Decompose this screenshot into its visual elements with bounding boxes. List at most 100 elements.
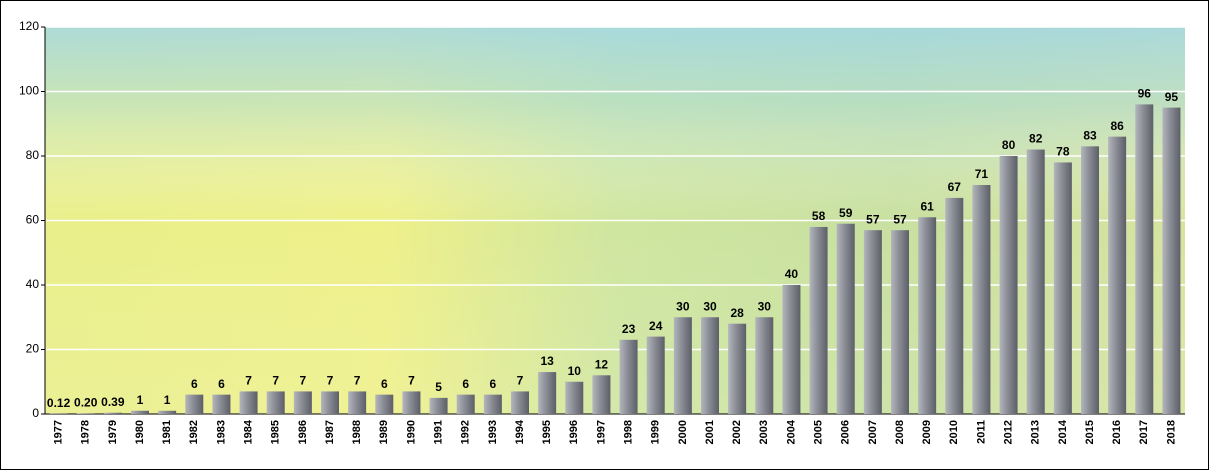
value-label: 7: [300, 374, 307, 388]
value-label: 6: [191, 377, 198, 391]
value-label: 6: [462, 377, 469, 391]
x-tick-label: 1999: [650, 420, 662, 444]
bar: [837, 224, 855, 414]
x-tick-label: 2011: [975, 420, 987, 444]
bar: [755, 317, 773, 414]
bar: [484, 395, 502, 414]
value-label: 57: [866, 212, 880, 226]
x-tick-label: 1992: [460, 420, 472, 444]
value-label: 58: [812, 209, 826, 223]
x-tick-label: 2004: [785, 419, 797, 444]
x-tick-label: 2002: [731, 420, 743, 444]
value-label: 7: [517, 374, 524, 388]
x-tick-label: 2008: [894, 420, 906, 444]
value-label: 1: [164, 393, 171, 407]
x-tick-label: 1979: [107, 420, 119, 444]
bar: [77, 413, 95, 414]
bar: [185, 395, 203, 414]
x-tick-label: 1986: [297, 420, 309, 444]
value-label: 28: [730, 306, 744, 320]
bar: [1000, 156, 1018, 414]
value-label: 95: [1165, 90, 1179, 104]
x-tick-label: 1994: [514, 419, 526, 444]
bar: [240, 391, 258, 414]
x-tick-label: 2000: [677, 420, 689, 444]
bar: [1162, 108, 1180, 414]
x-tick-label: 2017: [1138, 420, 1150, 444]
value-label: 30: [703, 299, 717, 313]
bar: [1027, 150, 1045, 414]
value-label: 12: [595, 357, 609, 371]
x-tick-label: 1998: [622, 420, 634, 444]
bar: [565, 382, 583, 414]
bar: [701, 317, 719, 414]
bar: [674, 317, 692, 414]
x-tick-label: 1982: [188, 420, 200, 444]
bar: [430, 398, 448, 414]
value-label: 86: [1110, 119, 1124, 133]
x-tick-label: 2013: [1030, 420, 1042, 444]
value-label: 67: [948, 180, 962, 194]
value-label: 71: [975, 167, 989, 181]
bar: [267, 391, 285, 414]
value-label: 7: [245, 374, 252, 388]
bar: [294, 391, 312, 414]
value-label: 6: [381, 377, 388, 391]
bar: [945, 198, 963, 414]
bar: [1054, 162, 1072, 414]
x-tick-label: 2007: [867, 420, 879, 444]
x-tick-label: 2015: [1084, 420, 1096, 444]
value-label: 59: [839, 206, 853, 220]
x-tick-label: 1995: [541, 420, 553, 444]
x-tick-label: 2018: [1165, 420, 1177, 444]
value-label: 7: [408, 374, 415, 388]
y-tick-label: 20: [26, 342, 40, 356]
value-label: 7: [327, 374, 334, 388]
y-tick-label: 0: [32, 406, 39, 420]
x-tick-label: 2001: [704, 420, 716, 444]
value-label: 7: [272, 374, 279, 388]
bar: [158, 411, 176, 414]
value-label: 6: [490, 377, 497, 391]
x-tick-label: 1987: [324, 420, 336, 444]
bar: [728, 324, 746, 414]
value-label: 7: [354, 374, 361, 388]
x-tick-label: 2014: [1057, 419, 1069, 444]
x-tick-label: 1990: [405, 420, 417, 444]
bar: [511, 391, 529, 414]
x-tick-label: 2009: [921, 420, 933, 444]
bar: [212, 395, 230, 414]
bar: [402, 391, 420, 414]
bar: [321, 391, 339, 414]
x-tick-label: 2006: [840, 420, 852, 444]
value-label: 24: [649, 319, 663, 333]
y-tick-label: 100: [19, 84, 39, 98]
value-label: 0.12: [47, 396, 71, 410]
value-label: 57: [893, 212, 907, 226]
value-label: 96: [1138, 87, 1152, 101]
x-tick-label: 1996: [568, 420, 580, 444]
y-tick-label: 80: [26, 148, 40, 162]
x-tick-label: 1980: [134, 420, 146, 444]
bar: [647, 337, 665, 414]
bar: [891, 230, 909, 414]
bar: [131, 411, 149, 414]
bar: [375, 395, 393, 414]
value-label: 0.20: [74, 396, 98, 410]
bar: [457, 395, 475, 414]
value-label: 5: [435, 380, 442, 394]
value-label: 10: [568, 364, 582, 378]
bar: [620, 340, 638, 414]
bar: [972, 185, 990, 414]
bar: [104, 413, 122, 414]
bar: [1108, 137, 1126, 414]
x-tick-label: 1983: [215, 420, 227, 444]
bar: [348, 391, 366, 414]
value-label: 61: [920, 199, 934, 213]
bar: [592, 375, 610, 414]
y-tick-label: 60: [26, 213, 40, 227]
x-tick-label: 1985: [270, 420, 282, 444]
y-tick-label: 40: [26, 277, 40, 291]
value-label: 30: [676, 299, 690, 313]
